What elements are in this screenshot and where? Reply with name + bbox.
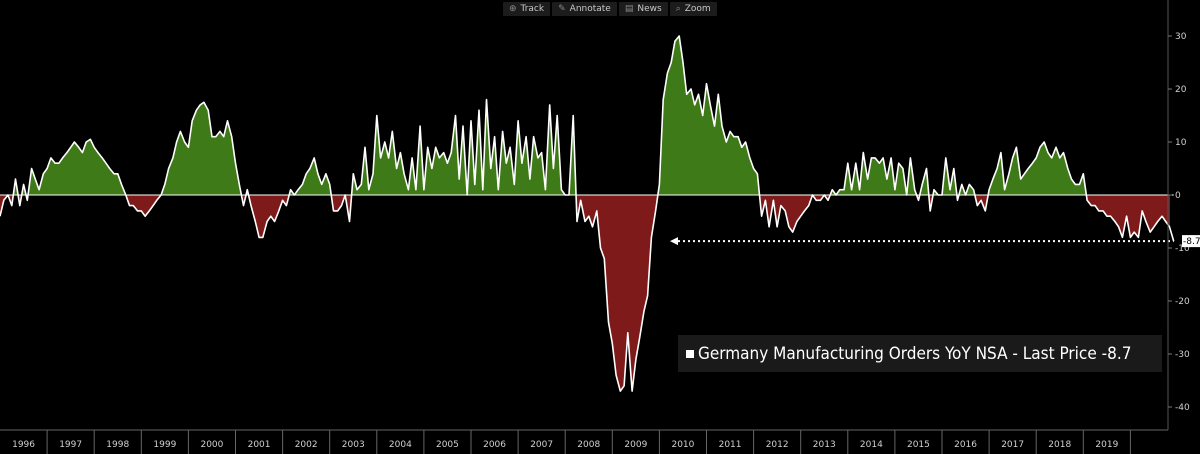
x-tick-label: 2019 bbox=[1095, 440, 1118, 450]
y-tick-label: -20 bbox=[1175, 297, 1190, 307]
x-tick-label: 2002 bbox=[295, 440, 318, 450]
x-tick-label: 2005 bbox=[436, 440, 459, 450]
y-tick-label: 30 bbox=[1175, 32, 1187, 42]
news-button[interactable]: ▤ News bbox=[618, 2, 668, 16]
legend-text: Germany Manufacturing Orders YoY NSA - L… bbox=[698, 343, 1132, 364]
y-tick-label: -10 bbox=[1175, 244, 1190, 254]
annotate-label: Annotate bbox=[569, 4, 611, 14]
x-tick-label: 2007 bbox=[530, 440, 553, 450]
news-icon: ▤ bbox=[624, 4, 634, 14]
y-tick-label: -30 bbox=[1175, 350, 1190, 360]
x-tick-label: 2006 bbox=[483, 440, 506, 450]
x-tick-label: 2004 bbox=[389, 440, 412, 450]
chart-toolbar: ⊕ Track ✎ Annotate ▤ News ⌕ Zoom bbox=[503, 2, 717, 16]
news-label: News bbox=[637, 4, 662, 14]
last-price-arrow bbox=[670, 237, 678, 246]
x-tick-label: 2003 bbox=[342, 440, 365, 450]
track-button[interactable]: ⊕ Track bbox=[503, 2, 551, 16]
annotate-button[interactable]: ✎ Annotate bbox=[552, 2, 617, 16]
last-price-tag bbox=[1182, 235, 1200, 248]
x-tick-label: 2008 bbox=[577, 440, 600, 450]
plot-area bbox=[0, 35, 1175, 392]
last-price-tag-label: -8.7 bbox=[1183, 237, 1200, 247]
x-tick-label: 2016 bbox=[954, 440, 977, 450]
y-tick-label: 0 bbox=[1175, 191, 1181, 201]
zoom-button[interactable]: ⌕ Zoom bbox=[669, 2, 717, 16]
legend-swatch bbox=[686, 349, 694, 358]
x-tick-label: 1996 bbox=[12, 440, 35, 450]
positive-area bbox=[0, 36, 1170, 195]
x-tick-label: 2015 bbox=[907, 440, 930, 450]
y-tick-label: 10 bbox=[1175, 138, 1187, 148]
x-tick-label: 2017 bbox=[1001, 440, 1024, 450]
x-tick-label: 2009 bbox=[624, 440, 647, 450]
crosshair-icon: ⊕ bbox=[509, 4, 517, 14]
zoom-label: Zoom bbox=[684, 4, 711, 14]
magnifier-icon: ⌕ bbox=[675, 4, 681, 14]
pen-icon: ✎ bbox=[558, 4, 566, 14]
x-tick-label: 2013 bbox=[813, 440, 836, 450]
x-tick-label: 2000 bbox=[200, 440, 223, 450]
x-tick-label: 1999 bbox=[153, 440, 176, 450]
series-legend: Germany Manufacturing Orders YoY NSA - L… bbox=[678, 335, 1162, 372]
x-tick-label: 2001 bbox=[248, 440, 271, 450]
x-tick-label: 2014 bbox=[860, 440, 883, 450]
x-tick-label: 2018 bbox=[1048, 440, 1071, 450]
y-tick-label: 20 bbox=[1175, 85, 1187, 95]
x-tick-label: 1997 bbox=[59, 440, 82, 450]
x-tick-label: 2010 bbox=[671, 440, 694, 450]
y-tick-label: -40 bbox=[1175, 403, 1190, 413]
x-tick-label: 1998 bbox=[106, 440, 129, 450]
x-tick-label: 2012 bbox=[766, 440, 789, 450]
track-label: Track bbox=[520, 4, 545, 14]
series-line bbox=[0, 35, 1175, 392]
x-tick-label: 2011 bbox=[719, 440, 742, 450]
